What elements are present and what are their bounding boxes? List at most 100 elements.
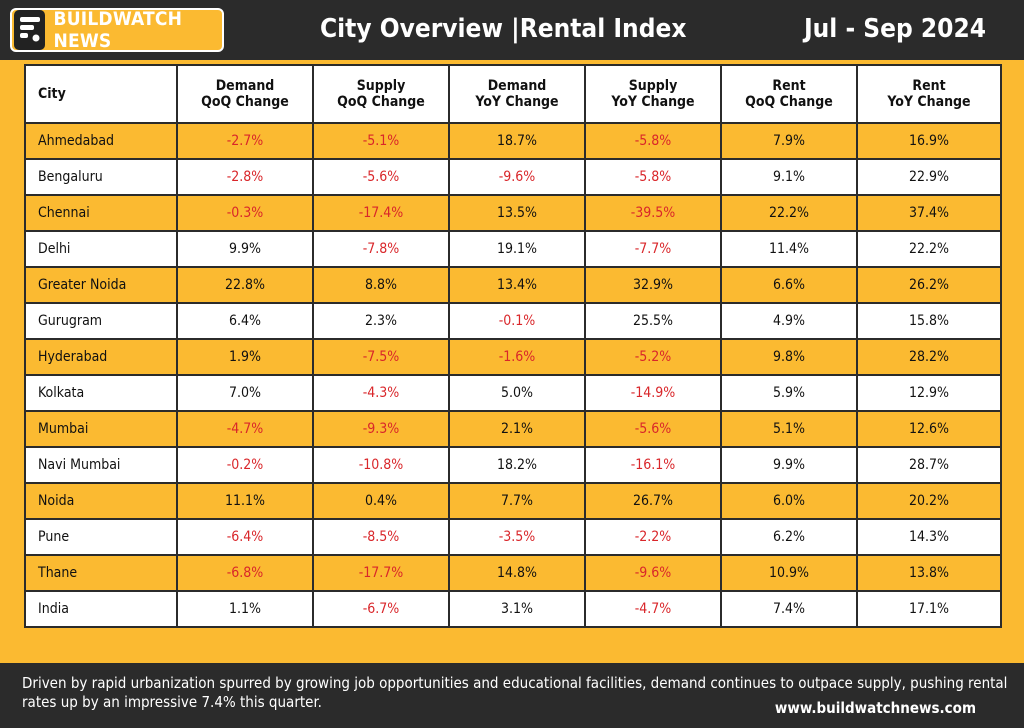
- table-body: Ahmedabad -2.7% -5.1% 18.7% -5.8% 7.9% 16.9% Be…: [24, 122, 1002, 628]
- table-panel: City Demand QoQ Change Supply QoQ Change Dema…: [0, 60, 1024, 663]
- value-cell: -17.4%: [312, 194, 450, 232]
- value-cell: 22.2%: [856, 230, 1002, 268]
- value-cell: -39.5%: [584, 194, 722, 232]
- value-cell: 1.1%: [176, 590, 314, 628]
- value-cell: -16.1%: [584, 446, 722, 484]
- city-name-cell: Greater Noida: [24, 266, 178, 304]
- table-row: Pune -6.4% -8.5% -3.5% -2.2% 6.2% 14.3%: [24, 518, 1002, 556]
- value-cell: 16.9%: [856, 122, 1002, 160]
- value-cell: -2.7%: [176, 122, 314, 160]
- value-cell: 7.7%: [448, 482, 586, 520]
- value-cell: -9.3%: [312, 410, 450, 448]
- column-header-city: City: [24, 64, 178, 124]
- value-cell: 13.8%: [856, 554, 1002, 592]
- city-name-cell: Thane: [24, 554, 178, 592]
- table-header-row: City Demand QoQ Change Supply QoQ Change Dema…: [24, 64, 1002, 124]
- website-url[interactable]: www.buildwatchnews.com: [774, 699, 976, 717]
- table-row: Mumbai -4.7% -9.3% 2.1% -5.6% 5.1% 12.6%: [24, 410, 1002, 448]
- value-cell: -0.1%: [448, 302, 586, 340]
- value-cell: -7.7%: [584, 230, 722, 268]
- column-header: Rent QoQ Change: [720, 64, 858, 124]
- value-cell: -4.7%: [176, 410, 314, 448]
- city-name-cell: Delhi: [24, 230, 178, 268]
- table-row: India 1.1% -6.7% 3.1% -4.7% 7.4% 17.1%: [24, 590, 1002, 628]
- city-name-cell: Gurugram: [24, 302, 178, 340]
- value-cell: 5.9%: [720, 374, 858, 412]
- value-cell: 4.9%: [720, 302, 858, 340]
- value-cell: 37.4%: [856, 194, 1002, 232]
- value-cell: 7.0%: [176, 374, 314, 412]
- city-name-cell: Kolkata: [24, 374, 178, 412]
- value-cell: 13.4%: [448, 266, 586, 304]
- value-cell: 1.9%: [176, 338, 314, 376]
- value-cell: 6.4%: [176, 302, 314, 340]
- value-cell: 9.1%: [720, 158, 858, 196]
- value-cell: 6.6%: [720, 266, 858, 304]
- value-cell: 2.1%: [448, 410, 586, 448]
- value-cell: 5.1%: [720, 410, 858, 448]
- value-cell: 19.1%: [448, 230, 586, 268]
- value-cell: -17.7%: [312, 554, 450, 592]
- value-cell: -2.2%: [584, 518, 722, 556]
- column-header: Supply YoY Change: [584, 64, 722, 124]
- table-row: Chennai -0.3% -17.4% 13.5% -39.5% 22.2% 37.4%: [24, 194, 1002, 232]
- building-icon: [14, 10, 46, 50]
- value-cell: 22.8%: [176, 266, 314, 304]
- value-cell: 6.2%: [720, 518, 858, 556]
- value-cell: -5.6%: [584, 410, 722, 448]
- value-cell: 2.3%: [312, 302, 450, 340]
- table-row: Delhi 9.9% -7.8% 19.1% -7.7% 11.4% 22.2%: [24, 230, 1002, 268]
- value-cell: -5.8%: [584, 158, 722, 196]
- rental-index-table: City Demand QoQ Change Supply QoQ Change Dema…: [24, 64, 1002, 628]
- value-cell: -10.8%: [312, 446, 450, 484]
- value-cell: 11.4%: [720, 230, 858, 268]
- brand-name: BUILDWATCH NEWS: [53, 8, 183, 52]
- table-row: Navi Mumbai -0.2% -10.8% 18.2% -16.1% 9.9% 28.…: [24, 446, 1002, 484]
- city-name-cell: Ahmedabad: [24, 122, 178, 160]
- value-cell: 0.4%: [312, 482, 450, 520]
- city-name-cell: Navi Mumbai: [24, 446, 178, 484]
- value-cell: -5.6%: [312, 158, 450, 196]
- value-cell: -2.8%: [176, 158, 314, 196]
- brand-logo: BUILDWATCH NEWS: [10, 8, 224, 52]
- value-cell: -6.4%: [176, 518, 314, 556]
- value-cell: 28.7%: [856, 446, 1002, 484]
- value-cell: 32.9%: [584, 266, 722, 304]
- value-cell: 22.9%: [856, 158, 1002, 196]
- value-cell: 12.6%: [856, 410, 1002, 448]
- value-cell: 8.8%: [312, 266, 450, 304]
- value-cell: 14.8%: [448, 554, 586, 592]
- value-cell: 11.1%: [176, 482, 314, 520]
- value-cell: 28.2%: [856, 338, 1002, 376]
- column-header: Rent YoY Change: [856, 64, 1002, 124]
- value-cell: 9.9%: [176, 230, 314, 268]
- header-bar: BUILDWATCH NEWS City Overview |Rental In…: [0, 0, 1024, 60]
- value-cell: 26.2%: [856, 266, 1002, 304]
- value-cell: -0.2%: [176, 446, 314, 484]
- value-cell: -4.7%: [584, 590, 722, 628]
- column-header: Demand QoQ Change: [176, 64, 314, 124]
- value-cell: 14.3%: [856, 518, 1002, 556]
- page-title: City Overview |Rental Index: [320, 14, 687, 44]
- table-row: Hyderabad 1.9% -7.5% -1.6% -5.2% 9.8% 28.2%: [24, 338, 1002, 376]
- city-name-cell: Mumbai: [24, 410, 178, 448]
- value-cell: -6.8%: [176, 554, 314, 592]
- footer-bar: Driven by rapid urbanization spurred by …: [0, 663, 1024, 728]
- table-row: Thane -6.8% -17.7% 14.8% -9.6% 10.9% 13.8%: [24, 554, 1002, 592]
- summary-text: Driven by rapid urbanization spurred by …: [22, 674, 1008, 711]
- value-cell: 22.2%: [720, 194, 858, 232]
- value-cell: 12.9%: [856, 374, 1002, 412]
- city-name-cell: Bengaluru: [24, 158, 178, 196]
- value-cell: 17.1%: [856, 590, 1002, 628]
- city-name-cell: Hyderabad: [24, 338, 178, 376]
- value-cell: 18.2%: [448, 446, 586, 484]
- table-row: Gurugram 6.4% 2.3% -0.1% 25.5% 4.9% 15.8%: [24, 302, 1002, 340]
- value-cell: 6.0%: [720, 482, 858, 520]
- city-name-cell: Noida: [24, 482, 178, 520]
- column-header: Supply QoQ Change: [312, 64, 450, 124]
- value-cell: -7.5%: [312, 338, 450, 376]
- table-row: Noida 11.1% 0.4% 7.7% 26.7% 6.0% 20.2%: [24, 482, 1002, 520]
- column-header: Demand YoY Change: [448, 64, 586, 124]
- value-cell: 20.2%: [856, 482, 1002, 520]
- value-cell: -14.9%: [584, 374, 722, 412]
